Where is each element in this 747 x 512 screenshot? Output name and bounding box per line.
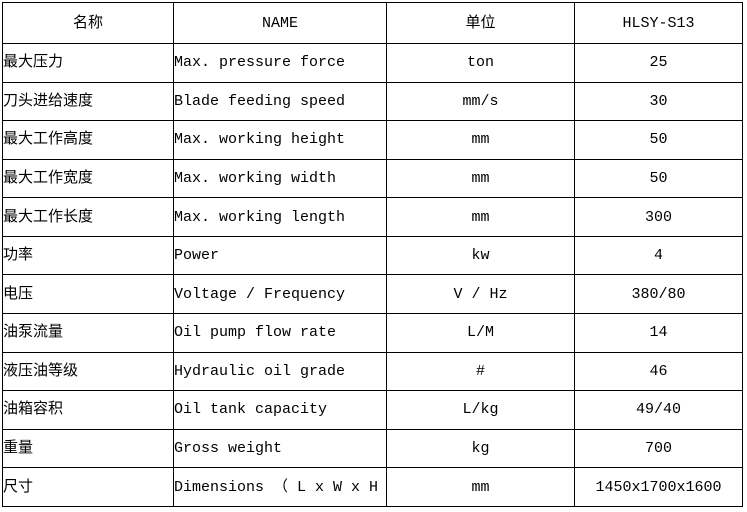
table-row: 电压 Voltage / Frequency V / Hz 380/80 — [2, 274, 743, 315]
cell-name-cn: 油箱容积 — [2, 390, 174, 430]
cell-unit: kw — [386, 235, 575, 276]
cell-value: 4 — [574, 235, 743, 276]
table-row: 油箱容积 Oil tank capacity L/kg 49/40 — [2, 390, 743, 430]
cell-value: 1450x1700x1600 — [574, 467, 743, 507]
cell-name-en: Max. pressure force — [173, 43, 387, 83]
cell-name-cn: 油泵流量 — [2, 313, 174, 353]
cell-unit: ton — [386, 43, 575, 83]
cell-name-cn: 重量 — [2, 428, 174, 469]
cell-name-en: Oil pump flow rate — [173, 313, 387, 353]
cell-value: 700 — [574, 428, 743, 469]
cell-value: 25 — [574, 43, 743, 83]
cell-name-cn: 最大工作高度 — [2, 120, 174, 160]
table-row: 最大工作宽度 Max. working width mm 50 — [2, 158, 743, 199]
cell-name-en: Dimensions （ L x W x H ） — [173, 467, 387, 507]
cell-name-en: Max. working width — [173, 158, 387, 199]
cell-name-en: Voltage / Frequency — [173, 274, 387, 315]
cell-name-cn: 电压 — [2, 274, 174, 315]
cell-name-cn: 尺寸 — [2, 467, 174, 507]
table-row: 液压油等级 Hydraulic oil grade # 46 — [2, 351, 743, 392]
cell-unit: L/kg — [386, 390, 575, 430]
cell-name-en: Power — [173, 235, 387, 276]
header-row: 名称 NAME 单位 HLSY-S13 — [2, 2, 743, 44]
table-row: 功率 Power kw 4 — [2, 235, 743, 276]
cell-unit: mm — [386, 158, 575, 199]
cell-name-cn: 功率 — [2, 235, 174, 276]
cell-value: 50 — [574, 120, 743, 160]
cell-value: 14 — [574, 313, 743, 353]
column-header-name-en: NAME — [173, 2, 387, 44]
cell-name-cn: 最大工作宽度 — [2, 158, 174, 199]
table-row: 刀头进给速度 Blade feeding speed mm/s 30 — [2, 81, 743, 122]
cell-name-cn: 最大工作长度 — [2, 197, 174, 237]
cell-name-en: Hydraulic oil grade — [173, 351, 387, 392]
cell-name-en: Max. working length — [173, 197, 387, 237]
table-row: 最大工作长度 Max. working length mm 300 — [2, 197, 743, 237]
cell-value: 46 — [574, 351, 743, 392]
specification-table: 名称 NAME 单位 HLSY-S13 最大压力 Max. pressure f… — [2, 2, 743, 507]
cell-unit: mm — [386, 467, 575, 507]
cell-value: 380/80 — [574, 274, 743, 315]
cell-name-cn: 液压油等级 — [2, 351, 174, 392]
cell-value: 50 — [574, 158, 743, 199]
cell-name-en: Oil tank capacity — [173, 390, 387, 430]
cell-name-cn: 最大压力 — [2, 43, 174, 83]
table-row: 最大工作高度 Max. working height mm 50 — [2, 120, 743, 160]
cell-name-en: Gross weight — [173, 428, 387, 469]
cell-unit: # — [386, 351, 575, 392]
column-header-name-cn: 名称 — [2, 2, 174, 44]
cell-name-en: Blade feeding speed — [173, 81, 387, 122]
cell-unit: kg — [386, 428, 575, 469]
cell-value: 300 — [574, 197, 743, 237]
cell-unit: mm — [386, 120, 575, 160]
table-row: 尺寸 Dimensions （ L x W x H ） mm 1450x1700… — [2, 467, 743, 507]
cell-unit: mm/s — [386, 81, 575, 122]
cell-unit: L/M — [386, 313, 575, 353]
cell-value: 49/40 — [574, 390, 743, 430]
table-row: 重量 Gross weight kg 700 — [2, 428, 743, 469]
cell-value: 30 — [574, 81, 743, 122]
cell-name-en: Max. working height — [173, 120, 387, 160]
table-row: 油泵流量 Oil pump flow rate L/M 14 — [2, 313, 743, 353]
cell-unit: mm — [386, 197, 575, 237]
column-header-model: HLSY-S13 — [574, 2, 743, 44]
table-row: 最大压力 Max. pressure force ton 25 — [2, 43, 743, 83]
cell-name-cn: 刀头进给速度 — [2, 81, 174, 122]
column-header-unit: 单位 — [386, 2, 575, 44]
cell-unit: V / Hz — [386, 274, 575, 315]
